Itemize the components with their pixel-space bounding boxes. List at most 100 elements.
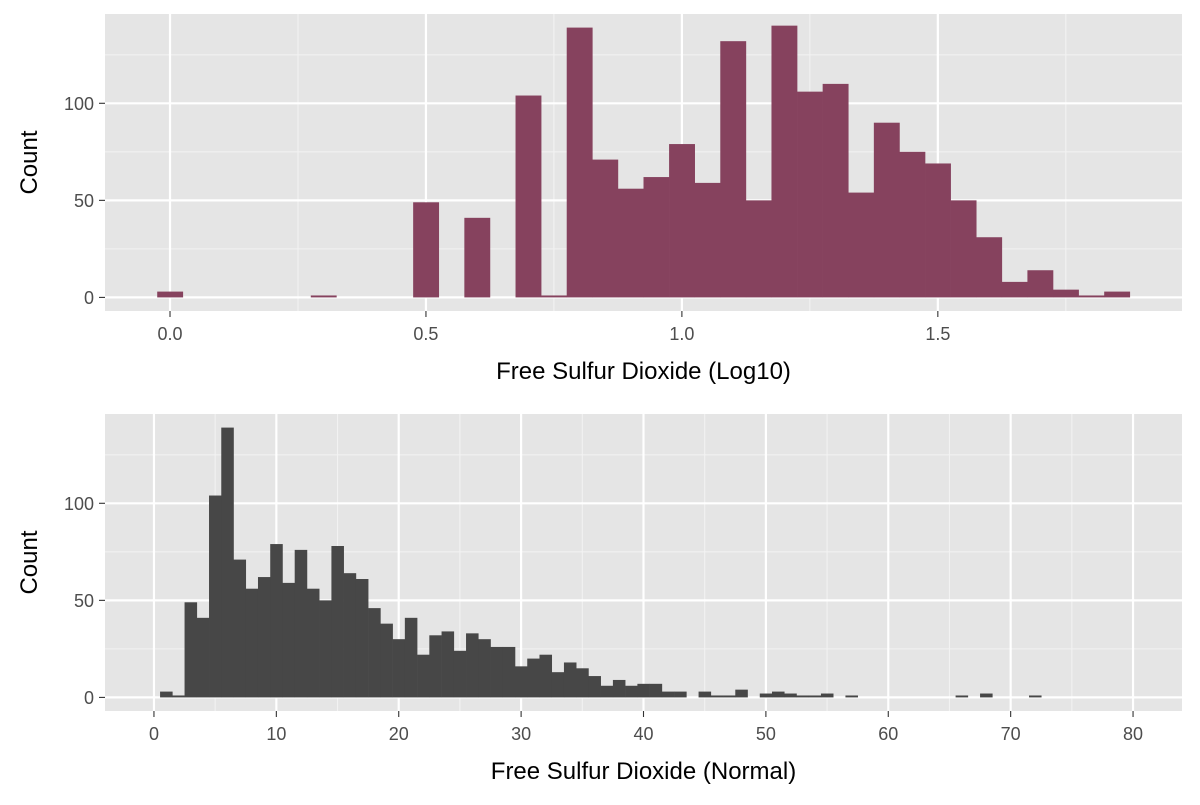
bottom-histogram-bar (576, 668, 589, 698)
bottom-histogram-bar (563, 662, 577, 698)
bottom-histogram-bar (245, 588, 259, 698)
bottom-histogram-bar (674, 691, 687, 698)
bottom-histogram-bar (710, 695, 724, 698)
bottom-histogram-bar (172, 695, 185, 698)
top-histogram-bar (541, 295, 568, 298)
top-x-tick-label: 0.0 (157, 324, 182, 344)
top-histogram-bar (925, 163, 951, 298)
top-y-tick-label: 100 (64, 94, 94, 114)
top-histogram-panel: 0.0 0.5 1.0 1.5 0 50 100 Free Sulfur Dioxide (L… (16, 14, 1182, 385)
bottom-x-tick-label: 50 (756, 724, 776, 744)
top-x-axis-title: Free Sulfur Dioxide (Log10) (496, 358, 791, 385)
bottom-histogram-bar (453, 650, 467, 698)
bottom-histogram-bar (282, 582, 295, 698)
bottom-y-tick-label: 100 (64, 494, 94, 514)
bottom-x-tick-label: 40 (633, 724, 653, 744)
top-histogram-bar (848, 192, 875, 298)
bottom-histogram-bar (441, 631, 455, 698)
bottom-histogram-bar (160, 691, 173, 698)
bottom-histogram-bar (588, 676, 601, 698)
bottom-histogram-bar (845, 695, 858, 698)
top-histogram-bar (745, 200, 772, 298)
bottom-histogram-bar (343, 573, 357, 698)
top-x-tick-label: 1.5 (925, 324, 950, 344)
bottom-histogram-bar (723, 695, 736, 698)
bottom-x-axis-title: Free Sulfur Dioxide (Normal) (491, 758, 796, 785)
bottom-histogram-bar (478, 639, 491, 698)
top-y-tick-label: 0 (84, 288, 94, 308)
bottom-histogram-bar (466, 633, 479, 698)
bottom-histogram-bar (735, 689, 748, 698)
bottom-x-tick-label: 10 (266, 724, 286, 744)
top-histogram-bar (1027, 270, 1054, 298)
bottom-histogram-bar (514, 666, 528, 698)
bottom-histogram-bar (331, 546, 344, 698)
bottom-histogram-bar (392, 639, 406, 698)
bottom-histogram-bar (270, 544, 283, 698)
top-histogram-bar (822, 83, 849, 298)
top-histogram-bar (566, 27, 593, 298)
bottom-y-tick-label: 0 (84, 688, 94, 708)
bottom-histogram-bar (784, 693, 797, 698)
bottom-histogram-bar (306, 588, 320, 698)
top-histogram-bar (413, 202, 440, 298)
bottom-bars (160, 427, 1042, 698)
top-x-tick-label: 0.5 (413, 324, 438, 344)
bottom-histogram-bar (539, 654, 553, 698)
top-histogram-bar (694, 182, 721, 298)
bottom-histogram-bar (612, 679, 626, 698)
bottom-histogram-bar (233, 559, 247, 698)
bottom-histogram-bar (637, 683, 650, 698)
top-histogram-bar (310, 295, 337, 298)
bottom-histogram-bar (661, 691, 675, 698)
bottom-histogram-bar (319, 600, 332, 698)
bottom-histogram-bar (196, 617, 210, 698)
top-histogram-bar (1001, 281, 1028, 298)
top-histogram-bar (1104, 291, 1131, 298)
bottom-histogram-bar (1029, 695, 1042, 698)
top-histogram-bar (797, 91, 823, 298)
bottom-histogram-bar (184, 602, 198, 698)
bottom-histogram-bar (368, 608, 381, 698)
top-histogram-bar (1053, 289, 1079, 298)
top-histogram-bar (1078, 295, 1105, 298)
bottom-histogram-bar (404, 617, 418, 698)
bottom-x-tick-label: 0 (149, 724, 159, 744)
top-y-tick-label: 50 (74, 191, 94, 211)
bottom-histogram-bar (698, 691, 712, 698)
top-histogram-bar (157, 291, 184, 298)
bottom-histogram-bar (600, 685, 614, 698)
bottom-histogram-bar (796, 695, 810, 698)
bottom-histogram-bar (808, 695, 822, 698)
bottom-histogram-bar (417, 654, 430, 698)
bottom-histogram-bar (380, 623, 393, 698)
bottom-x-tick-label: 60 (878, 724, 898, 744)
bottom-histogram-bar (355, 579, 369, 698)
top-histogram-bar (669, 144, 695, 298)
bottom-histogram-bar (221, 427, 234, 698)
bottom-histogram-bar (294, 549, 308, 698)
bottom-x-tick-label: 20 (389, 724, 409, 744)
bottom-x-tick-label: 80 (1123, 724, 1143, 744)
top-histogram-bar (899, 151, 926, 298)
bottom-histogram-bar (649, 683, 663, 698)
bottom-histogram-bar (551, 672, 565, 698)
bottom-histogram-panel: 0 10 20 30 40 50 60 70 80 0 50 100 Free Sulfur Dioxi… (16, 414, 1182, 785)
bottom-x-tick-label: 30 (511, 724, 531, 744)
top-x-tick-label: 1.0 (669, 324, 694, 344)
top-y-axis-title: Count (16, 130, 43, 194)
bottom-histogram-bar (257, 577, 271, 698)
top-histogram-bar (873, 122, 900, 298)
bottom-histogram-bar (820, 693, 834, 698)
bottom-histogram-bar (429, 635, 442, 698)
top-histogram-bar (976, 237, 1003, 298)
top-histogram-bar (464, 217, 491, 298)
top-histogram-bar (950, 200, 977, 298)
bottom-y-axis-title: Count (16, 530, 43, 594)
top-histogram-bar (617, 188, 644, 298)
bottom-histogram-bar (209, 495, 222, 698)
top-histogram-bar (515, 95, 542, 298)
bottom-x-tick-label: 70 (1001, 724, 1021, 744)
